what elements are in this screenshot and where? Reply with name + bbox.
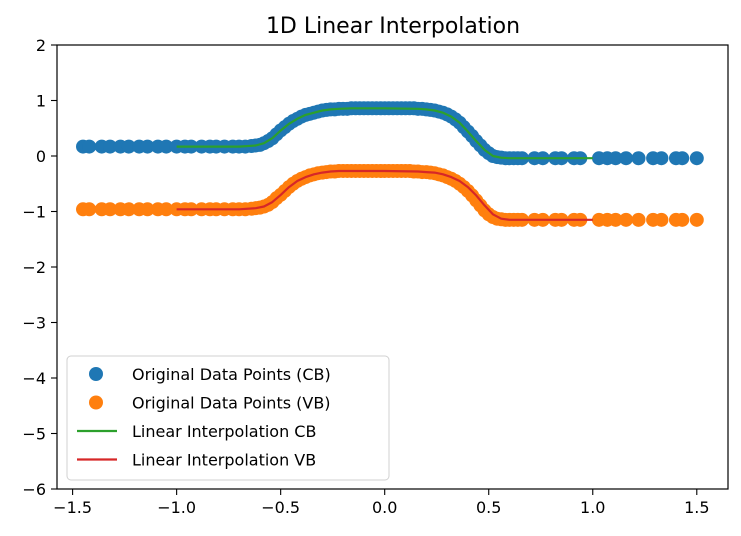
data-point bbox=[103, 202, 118, 217]
legend-item: Linear Interpolation CB bbox=[77, 422, 316, 441]
data-point bbox=[689, 212, 704, 227]
data-point bbox=[608, 151, 623, 166]
legend-marker bbox=[89, 367, 103, 381]
data-point bbox=[82, 139, 97, 154]
x-tick-label: 1.0 bbox=[580, 498, 605, 517]
data-point bbox=[631, 151, 646, 166]
data-point bbox=[121, 139, 136, 154]
legend: Original Data Points (CB) Original Data P… bbox=[66, 355, 390, 481]
data-point bbox=[619, 151, 634, 166]
legend-item: Original Data Points (VB) bbox=[89, 394, 331, 413]
data-point bbox=[140, 139, 155, 154]
y-tick-label: −5 bbox=[22, 425, 46, 444]
series-3 bbox=[176, 107, 593, 160]
y-axis: 2 1 0 −1 −2 −3 −4 −5 −6 bbox=[22, 36, 57, 499]
axes-border bbox=[56, 44, 729, 490]
legend-item: Original Data Points (CB) bbox=[89, 365, 331, 384]
data-point bbox=[689, 151, 704, 166]
data-marks bbox=[76, 101, 704, 227]
legend-label: Linear Interpolation CB bbox=[132, 422, 316, 441]
series-4 bbox=[176, 169, 593, 221]
y-tick-label: 2 bbox=[36, 36, 46, 55]
data-point bbox=[103, 139, 118, 154]
legend-label: Original Data Points (VB) bbox=[132, 394, 331, 413]
data-point bbox=[619, 212, 634, 227]
x-tick-label: 0.0 bbox=[372, 498, 397, 517]
y-tick-label: −3 bbox=[22, 314, 46, 333]
legend-marker bbox=[89, 395, 103, 410]
data-point bbox=[82, 202, 97, 217]
legend-label: Linear Interpolation VB bbox=[132, 451, 316, 470]
data-point bbox=[631, 212, 646, 227]
x-tick-label: −1.5 bbox=[53, 498, 92, 517]
legend-box bbox=[66, 355, 390, 481]
chart-title: 1D Linear Interpolation bbox=[266, 14, 520, 39]
y-tick-label: −4 bbox=[22, 369, 46, 388]
y-tick-label: 0 bbox=[36, 147, 46, 166]
x-tick-label: 1.5 bbox=[684, 498, 709, 517]
plot-area: −1.5 −1.0 −0.5 0.0 0.5 1.0 1.5 2 1 0 −1 −2 −3 −4 −5 −6 bbox=[22, 36, 729, 517]
data-point bbox=[159, 202, 174, 217]
x-tick-label: 0.5 bbox=[476, 498, 501, 517]
data-point bbox=[654, 151, 669, 166]
series-line bbox=[176, 169, 593, 221]
legend-item: Linear Interpolation VB bbox=[77, 451, 316, 470]
x-tick-label: −1.0 bbox=[157, 498, 196, 517]
data-point bbox=[654, 212, 669, 227]
legend-label: Original Data Points (CB) bbox=[132, 365, 331, 384]
y-tick-label: −2 bbox=[22, 258, 46, 277]
series-line bbox=[176, 107, 593, 160]
x-tick-label: −0.5 bbox=[261, 498, 300, 517]
y-tick-label: −1 bbox=[22, 203, 46, 222]
data-point bbox=[121, 202, 136, 217]
data-point bbox=[140, 202, 155, 217]
data-point bbox=[159, 139, 174, 154]
data-point bbox=[608, 212, 623, 227]
data-point bbox=[675, 151, 690, 166]
y-tick-label: −6 bbox=[22, 480, 46, 499]
y-tick-label: 1 bbox=[36, 92, 46, 111]
x-axis: −1.5 −1.0 −0.5 0.0 0.5 1.0 1.5 bbox=[53, 489, 710, 517]
data-point bbox=[675, 212, 690, 227]
